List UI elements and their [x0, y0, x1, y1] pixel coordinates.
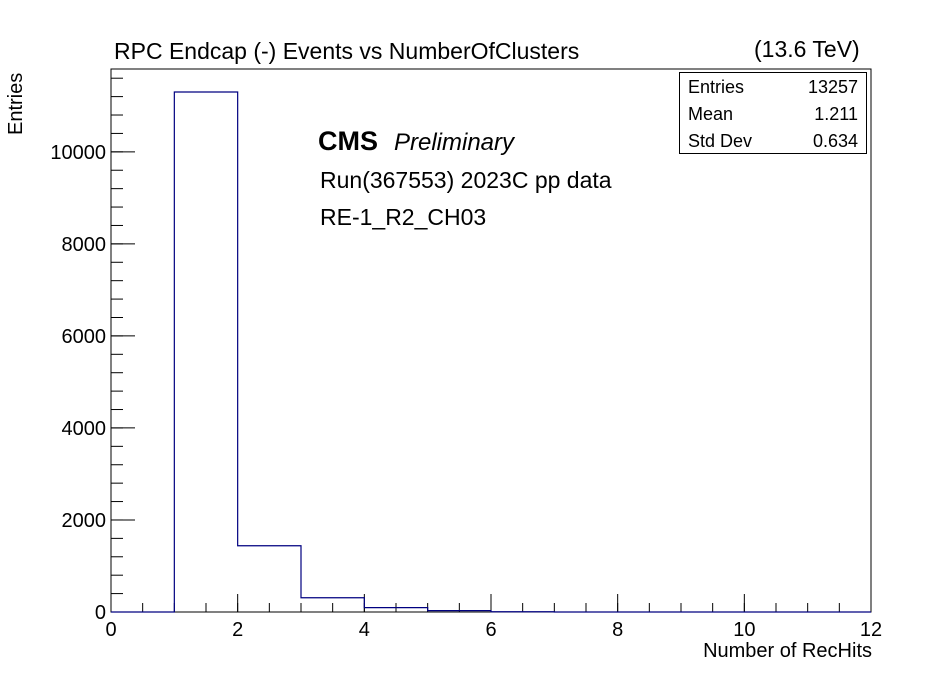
- energy-label: (13.6 TeV): [754, 36, 860, 62]
- stats-label: Std Dev: [688, 131, 753, 151]
- chamber-label: RE-1_R2_CH03: [320, 204, 487, 230]
- stats-value: 13257: [807, 77, 858, 97]
- x-tick-label: 0: [105, 619, 116, 641]
- histogram-bin: [238, 546, 301, 612]
- y-tick-label: 2000: [62, 510, 107, 532]
- stats-label: Mean: [688, 104, 734, 124]
- run-label: Run(367553) 2023C pp data: [320, 167, 612, 193]
- x-tick-label: 12: [860, 619, 882, 641]
- stats-box: Entries 13257 Mean 1.211 Std Dev 0.634: [679, 72, 867, 154]
- histogram-series-line: [111, 91, 871, 613]
- x-tick-label: 2: [232, 619, 243, 641]
- stats-row-stddev: Std Dev 0.634: [688, 130, 858, 152]
- x-major-ticks: 0 2 4 6 8 10 12: [105, 594, 882, 641]
- chart-title: RPC Endcap (-) Events vs NumberOfCluster…: [114, 38, 580, 64]
- y-minor-ticks: [111, 77, 123, 613]
- y-tick-label: 4000: [62, 418, 107, 440]
- x-tick-label: 6: [485, 619, 496, 641]
- stats-value: 1.211: [814, 104, 858, 124]
- x-tick-label: 4: [359, 619, 370, 641]
- stats-row-entries: Entries 13257: [688, 76, 858, 98]
- y-axis-label: Entries: [5, 72, 27, 135]
- y-tick-label: 6000: [62, 326, 107, 348]
- stats-label: Entries: [688, 77, 745, 97]
- stats-value: 0.634: [812, 131, 858, 151]
- y-tick-label: 8000: [62, 234, 107, 256]
- x-tick-label: 8: [612, 619, 623, 641]
- x-axis-label: Number of RecHits: [703, 640, 872, 662]
- preliminary-label: Preliminary: [394, 129, 515, 156]
- stats-row-mean: Mean 1.211: [688, 103, 858, 125]
- cms-label: CMS: [318, 126, 378, 156]
- y-tick-label: 0: [95, 602, 106, 624]
- y-tick-label: 10000: [50, 142, 106, 164]
- y-major-ticks: 0 2000 4000 6000 8000 10000: [50, 142, 135, 624]
- x-tick-label: 10: [733, 619, 755, 641]
- histogram-bin: [174, 92, 237, 612]
